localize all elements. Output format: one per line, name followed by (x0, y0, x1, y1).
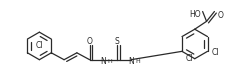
Text: Cl: Cl (211, 48, 219, 57)
Text: N: N (100, 57, 106, 66)
Text: S: S (115, 37, 120, 47)
Text: H: H (107, 59, 112, 64)
Text: O: O (87, 37, 93, 47)
Text: H: H (135, 59, 140, 64)
Text: Cl: Cl (185, 54, 193, 63)
Text: O: O (217, 10, 223, 19)
Text: HO: HO (189, 10, 201, 19)
Text: N: N (128, 57, 134, 66)
Text: Cl: Cl (36, 41, 43, 50)
